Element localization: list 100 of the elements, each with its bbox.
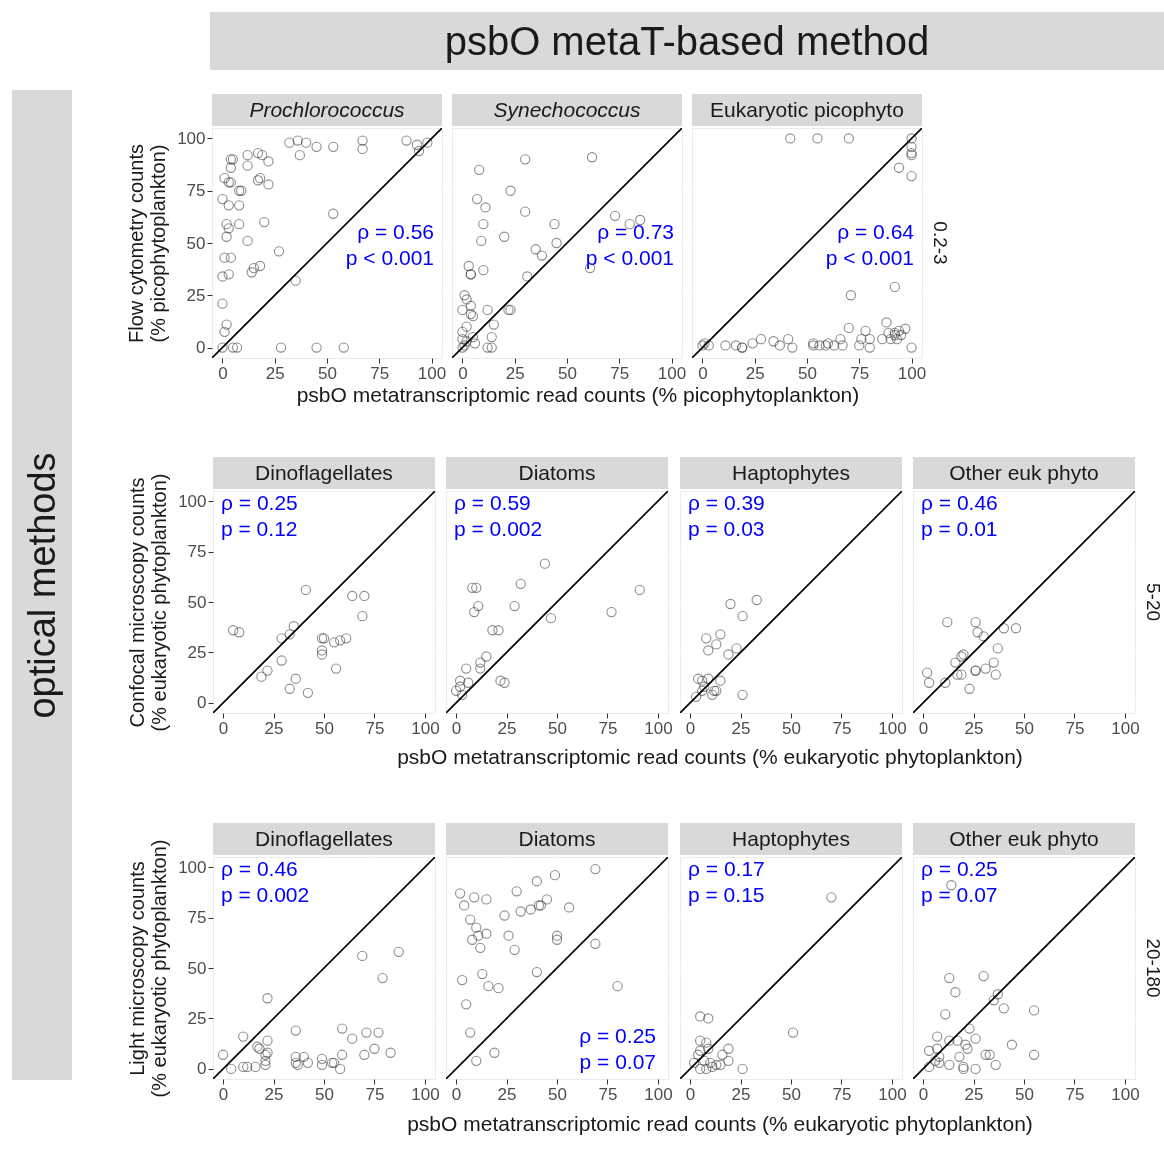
x-tick-label: 25 — [964, 1084, 984, 1104]
x-tick-label: 25 — [265, 363, 285, 383]
x-tick-label: 75 — [1065, 718, 1085, 738]
y-tick-label: 25 — [187, 1008, 207, 1028]
x-tick-label: 100 — [878, 1084, 907, 1104]
y-axis-title: Flow cytometry counts (% picophytoplankton) — [125, 144, 170, 343]
x-axis-title: psbO metatranscriptomic read counts (% eukaryotic phytoplankton) — [397, 745, 1023, 769]
y-axis-title: Light microscopy counts (% eukaryotic phytoplankton) — [126, 839, 171, 1098]
x-tick-label: 0 — [458, 363, 468, 383]
y-tick-label: 100 — [178, 491, 207, 511]
x-tick-label: 50 — [315, 718, 334, 738]
annotation: p = 0.12 — [221, 517, 298, 540]
y-tick-label: 75 — [187, 542, 207, 562]
x-tick-label: 0 — [451, 718, 462, 738]
y-tick-label: 50 — [187, 958, 207, 978]
x-tick-label: 50 — [548, 718, 567, 738]
annotation: ρ = 0.46 — [221, 857, 298, 880]
chart-title: Synechococcus — [452, 94, 682, 126]
x-tick-label: 25 — [731, 1084, 751, 1104]
x-axis-title: psbO metatranscriptomic read counts (% picophytoplankton) — [296, 383, 860, 407]
text: optical methods — [20, 451, 64, 719]
y2-axis-title: 0.2-3 — [930, 221, 951, 265]
x-tick-label: 25 — [731, 718, 751, 738]
annotation: p = 0.002 — [454, 517, 543, 540]
annotation: ρ = 0.17 — [688, 857, 765, 880]
x-tick-label: 50 — [315, 1084, 334, 1104]
y-tick-label: 25 — [186, 285, 206, 305]
x-tick-label: 50 — [318, 363, 337, 383]
x-tick-label: 25 — [264, 1084, 284, 1104]
x-tick-label: 50 — [798, 363, 817, 383]
annotation: p = 0.07 — [921, 883, 998, 906]
y-tick-label: 100 — [177, 128, 206, 148]
annotation: ρ = 0.46 — [921, 491, 998, 514]
chart-title: Diatoms — [446, 823, 668, 855]
chart-title: Haptophytes — [680, 457, 902, 489]
x-tick-label: 100 — [644, 1084, 673, 1104]
chart-title: Other euk phyto — [913, 823, 1135, 855]
x-tick-label: 100 — [411, 718, 440, 738]
x-tick-label: 75 — [365, 718, 385, 738]
annotation: p = 0.03 — [688, 517, 765, 540]
y-tick-label: 100 — [178, 857, 207, 877]
x-tick-label: 75 — [365, 1084, 385, 1104]
x-tick-label: 0 — [451, 1084, 462, 1104]
annotation: ρ = 0.56 — [357, 220, 434, 244]
y-tick-label: 25 — [187, 642, 207, 662]
y-axis-title: Confocal microscopy counts (% eukaryotic phytoplankton) — [126, 473, 171, 732]
chart-title: Eukaryotic picophyto — [692, 94, 922, 126]
chart-title: Other euk phyto — [913, 457, 1135, 489]
y-tick-label: 75 — [186, 181, 206, 201]
annotation: ρ = 0.73 — [597, 220, 674, 244]
y-tick-label: 75 — [187, 908, 207, 928]
annotation: p = 0.01 — [921, 517, 998, 540]
annotation: ρ = 0.64 — [837, 220, 915, 244]
x-tick-label: 25 — [505, 363, 525, 383]
x-tick-label: 0 — [698, 363, 708, 383]
x-tick-label: 50 — [782, 1084, 801, 1104]
x-tick-label: 75 — [598, 1084, 618, 1104]
y2-axis-title: 5-20 — [1143, 582, 1164, 622]
y-tick-label: 0 — [196, 338, 206, 358]
annotation: ρ = 0.25 — [221, 491, 298, 514]
chart-title: Prochlorococcus — [212, 94, 442, 126]
x-tick-label: 0 — [918, 1084, 929, 1104]
annotation: p = 0.002 — [221, 883, 310, 906]
chart-title: Haptophytes — [680, 823, 902, 855]
x-tick-label: 0 — [218, 1084, 229, 1104]
x-tick-label: 50 — [1015, 718, 1034, 738]
x-tick-label: 25 — [745, 363, 765, 383]
x-tick-label: 75 — [598, 718, 618, 738]
x-tick-label: 75 — [832, 1084, 852, 1104]
annotation: p < 0.001 — [825, 246, 914, 270]
x-tick-label: 100 — [1111, 1084, 1140, 1104]
x-tick-label: 100 — [417, 363, 447, 383]
x-tick-label: 25 — [964, 718, 984, 738]
chart-title: Dinoflagellates — [213, 823, 435, 855]
annotation: p = 0.15 — [688, 883, 765, 906]
x-tick-label: 75 — [610, 363, 630, 383]
x-tick-label: 0 — [218, 363, 228, 383]
y-tick-label: 0 — [197, 1059, 207, 1079]
x-tick-label: 0 — [685, 1084, 696, 1104]
y2-axis-title: 20-180 — [1143, 938, 1164, 998]
annotation: ρ = 0.25 — [579, 1023, 656, 1047]
annotation: p = 0.07 — [579, 1049, 656, 1073]
x-tick-label: 0 — [918, 718, 929, 738]
x-tick-label: 75 — [832, 718, 852, 738]
x-tick-label: 100 — [1111, 718, 1140, 738]
y-tick-label: 0 — [197, 693, 207, 713]
annotation: ρ = 0.59 — [454, 491, 531, 514]
x-tick-label: 100 — [411, 1084, 440, 1104]
x-tick-label: 100 — [878, 718, 907, 738]
x-tick-label: 25 — [497, 718, 517, 738]
x-tick-label: 50 — [558, 363, 577, 383]
annotation: p < 0.001 — [585, 246, 674, 270]
x-tick-label: 25 — [497, 1084, 517, 1104]
x-tick-label: 50 — [548, 1084, 567, 1104]
x-tick-label: 0 — [685, 718, 696, 738]
y-tick-label: 50 — [186, 233, 206, 253]
annotation: ρ = 0.25 — [921, 857, 998, 880]
chart-title: Diatoms — [446, 457, 668, 489]
y-tick-label: 50 — [187, 592, 207, 612]
x-tick-label: 0 — [218, 718, 229, 738]
